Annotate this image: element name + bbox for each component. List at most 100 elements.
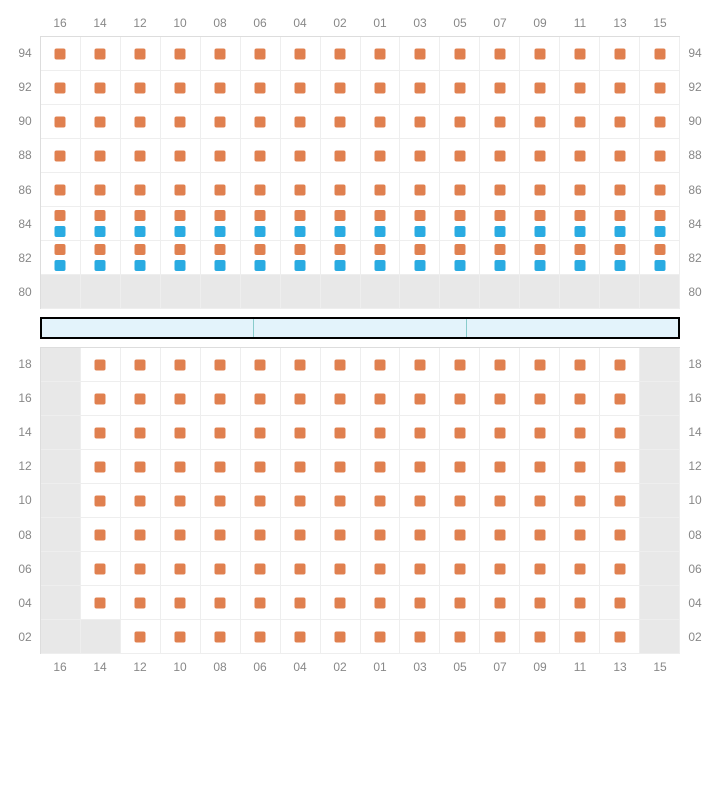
seat[interactable] xyxy=(175,631,186,642)
seat[interactable] xyxy=(614,427,625,438)
seat[interactable] xyxy=(255,393,266,404)
seat[interactable] xyxy=(454,210,465,221)
seat[interactable] xyxy=(614,150,625,161)
seat[interactable] xyxy=(335,427,346,438)
seat[interactable] xyxy=(494,210,505,221)
seat[interactable] xyxy=(135,210,146,221)
seat[interactable] xyxy=(335,461,346,472)
seat[interactable] xyxy=(454,597,465,608)
seat[interactable] xyxy=(654,260,665,271)
seat[interactable] xyxy=(614,116,625,127)
seat[interactable] xyxy=(494,82,505,93)
seat[interactable] xyxy=(414,244,425,255)
seat[interactable] xyxy=(414,393,425,404)
seat[interactable] xyxy=(55,184,66,195)
seat[interactable] xyxy=(295,116,306,127)
seat[interactable] xyxy=(215,495,226,506)
seat[interactable] xyxy=(494,563,505,574)
seat[interactable] xyxy=(295,597,306,608)
seat[interactable] xyxy=(574,597,585,608)
seat[interactable] xyxy=(374,244,385,255)
seat[interactable] xyxy=(175,260,186,271)
seat[interactable] xyxy=(534,359,545,370)
seat[interactable] xyxy=(335,529,346,540)
seat[interactable] xyxy=(534,631,545,642)
seat[interactable] xyxy=(95,260,106,271)
seat[interactable] xyxy=(255,563,266,574)
seat[interactable] xyxy=(614,48,625,59)
seat[interactable] xyxy=(295,48,306,59)
seat[interactable] xyxy=(374,184,385,195)
seat[interactable] xyxy=(374,359,385,370)
seat[interactable] xyxy=(574,495,585,506)
seat[interactable] xyxy=(454,150,465,161)
seat[interactable] xyxy=(374,597,385,608)
seat[interactable] xyxy=(255,82,266,93)
seat[interactable] xyxy=(295,427,306,438)
seat[interactable] xyxy=(414,597,425,608)
seat[interactable] xyxy=(215,116,226,127)
seat[interactable] xyxy=(494,359,505,370)
seat[interactable] xyxy=(215,150,226,161)
seat[interactable] xyxy=(534,563,545,574)
seat[interactable] xyxy=(654,116,665,127)
seat[interactable] xyxy=(135,82,146,93)
seat[interactable] xyxy=(414,563,425,574)
seat[interactable] xyxy=(215,597,226,608)
seat[interactable] xyxy=(295,563,306,574)
seat[interactable] xyxy=(654,150,665,161)
seat[interactable] xyxy=(95,563,106,574)
seat[interactable] xyxy=(414,359,425,370)
seat[interactable] xyxy=(175,597,186,608)
seat[interactable] xyxy=(494,48,505,59)
seat[interactable] xyxy=(494,150,505,161)
seat[interactable] xyxy=(335,226,346,237)
seat[interactable] xyxy=(614,461,625,472)
seat[interactable] xyxy=(175,461,186,472)
seat[interactable] xyxy=(215,82,226,93)
seat[interactable] xyxy=(494,260,505,271)
seat[interactable] xyxy=(175,393,186,404)
seat[interactable] xyxy=(374,150,385,161)
seat[interactable] xyxy=(135,461,146,472)
seat[interactable] xyxy=(534,427,545,438)
seat[interactable] xyxy=(574,260,585,271)
seat[interactable] xyxy=(614,226,625,237)
seat[interactable] xyxy=(95,226,106,237)
seat[interactable] xyxy=(295,393,306,404)
seat[interactable] xyxy=(454,260,465,271)
seat[interactable] xyxy=(255,184,266,195)
seat[interactable] xyxy=(534,495,545,506)
seat[interactable] xyxy=(414,631,425,642)
seat[interactable] xyxy=(374,563,385,574)
seat[interactable] xyxy=(454,244,465,255)
seat[interactable] xyxy=(335,210,346,221)
seat[interactable] xyxy=(135,244,146,255)
seat[interactable] xyxy=(374,631,385,642)
seat[interactable] xyxy=(534,597,545,608)
seat[interactable] xyxy=(55,244,66,255)
seat[interactable] xyxy=(175,359,186,370)
seat[interactable] xyxy=(335,260,346,271)
seat[interactable] xyxy=(95,461,106,472)
seat[interactable] xyxy=(494,427,505,438)
seat[interactable] xyxy=(534,461,545,472)
seat[interactable] xyxy=(454,495,465,506)
seat[interactable] xyxy=(255,359,266,370)
seat[interactable] xyxy=(295,150,306,161)
seat[interactable] xyxy=(654,184,665,195)
seat[interactable] xyxy=(374,82,385,93)
seat[interactable] xyxy=(335,48,346,59)
seat[interactable] xyxy=(374,495,385,506)
seat[interactable] xyxy=(494,597,505,608)
seat[interactable] xyxy=(374,210,385,221)
seat[interactable] xyxy=(255,529,266,540)
seat[interactable] xyxy=(55,210,66,221)
seat[interactable] xyxy=(255,210,266,221)
seat[interactable] xyxy=(175,226,186,237)
seat[interactable] xyxy=(135,427,146,438)
seat[interactable] xyxy=(215,359,226,370)
seat[interactable] xyxy=(534,82,545,93)
seat[interactable] xyxy=(335,631,346,642)
seat[interactable] xyxy=(614,244,625,255)
